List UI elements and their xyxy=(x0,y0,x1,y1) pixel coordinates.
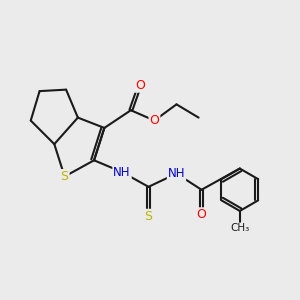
Text: S: S xyxy=(145,210,152,223)
Text: S: S xyxy=(61,170,69,183)
Text: O: O xyxy=(149,114,159,127)
Text: O: O xyxy=(135,79,145,92)
Text: O: O xyxy=(196,208,206,221)
Text: NH: NH xyxy=(168,167,185,180)
Text: CH₃: CH₃ xyxy=(230,223,249,233)
Text: NH: NH xyxy=(113,166,131,178)
